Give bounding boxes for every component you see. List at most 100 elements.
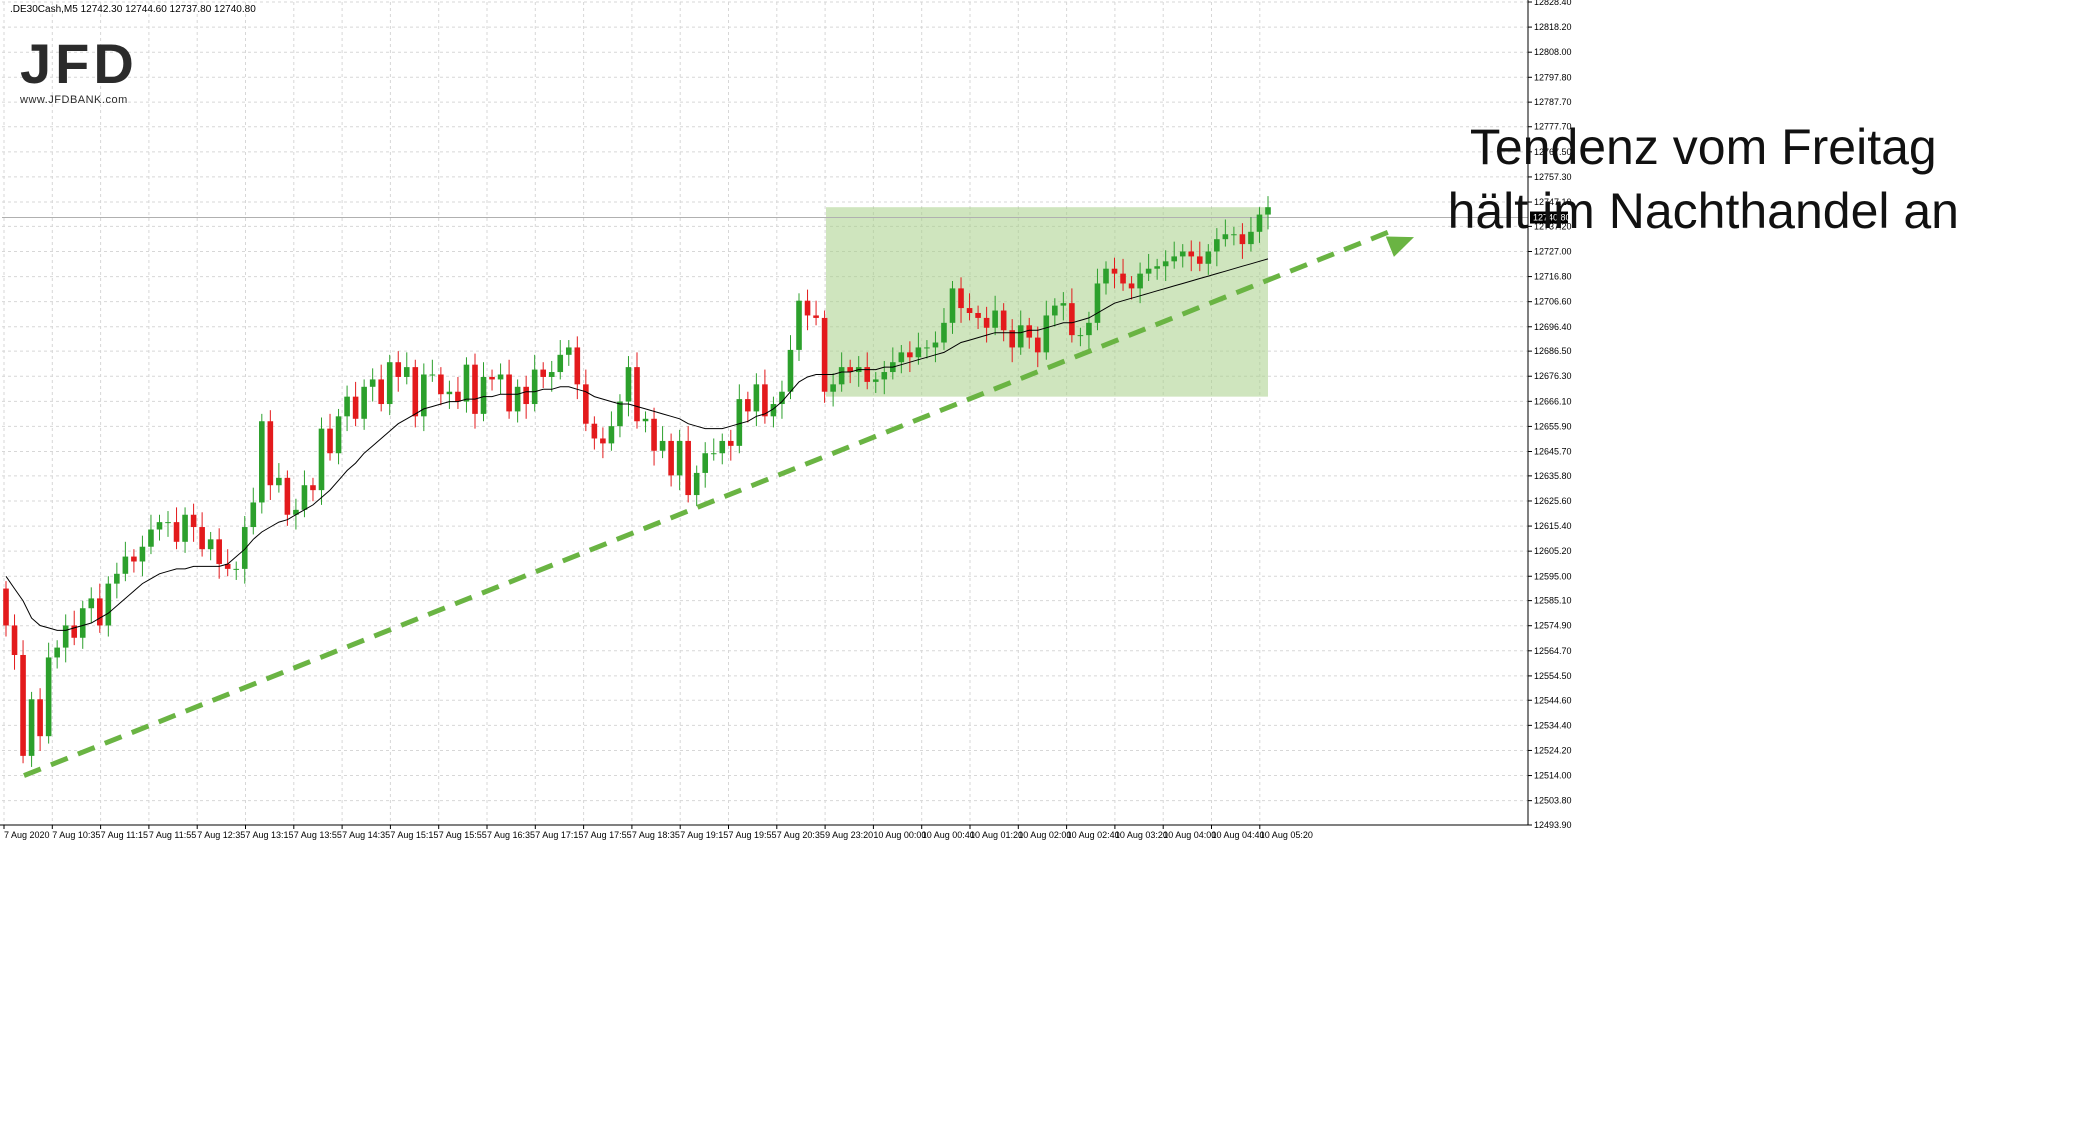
candle-up (1222, 234, 1229, 240)
candle-up (1214, 239, 1220, 252)
candle-up (79, 608, 86, 638)
y-tick-label: 12767.50 (1534, 147, 1572, 157)
candle-up (1205, 251, 1212, 264)
x-tick-label: 7 Aug 15:15 (390, 830, 438, 840)
trend-arrow-head (1385, 236, 1414, 257)
candle-down (1239, 234, 1246, 245)
y-axis-labels: 12828.40 12818.20 12808.00 12797.80 12787.70… (1528, 0, 1572, 830)
candle-down (37, 699, 43, 737)
candle-up (992, 310, 998, 328)
candle-down (224, 563, 231, 569)
y-tick-label: 12706.60 (1534, 297, 1572, 307)
candle-down (438, 374, 444, 395)
annotation-line-2: hält im Nachthandel an (1447, 183, 1959, 239)
candle-down (1128, 283, 1135, 289)
y-tick-label: 12666.10 (1534, 396, 1572, 406)
x-tick-label: 7 Aug 12:35 (197, 830, 245, 840)
x-axis-labels: 7 Aug 2020 7 Aug 10:35 7 Aug 11:15 7 Aug 11… (3, 825, 1313, 840)
chart-annotation: Tendenz vom Freitag hält im Nachthandel … (1448, 115, 1959, 243)
candle-down (600, 438, 606, 444)
candle-up (1094, 283, 1101, 323)
y-tick-label: 12635.80 (1534, 471, 1572, 481)
candle-down (1120, 273, 1126, 284)
candle-up (1052, 305, 1058, 316)
axes (0, 0, 1529, 826)
candle-down (96, 598, 103, 626)
candle-down (583, 384, 589, 424)
candle-up (838, 367, 845, 385)
candle-up (1256, 214, 1263, 232)
x-tick-label: 7 Aug 17:55 (584, 830, 632, 840)
candle-up (736, 399, 743, 446)
candle-down (975, 312, 981, 318)
y-tick-label: 12585.10 (1534, 596, 1572, 606)
y-tick-label: 12544.60 (1534, 695, 1572, 705)
candle-up (659, 440, 666, 451)
y-tick-label: 12686.50 (1534, 346, 1572, 356)
candle-up (1248, 231, 1254, 245)
x-tick-label: 7 Aug 15:55 (439, 830, 487, 840)
candle-up (1154, 266, 1160, 269)
candle-up (872, 379, 879, 382)
y-tick-label: 12808.00 (1534, 47, 1572, 57)
y-tick-label: 12696.40 (1534, 322, 1572, 332)
candle-down (1111, 268, 1118, 274)
candle-down (864, 367, 871, 382)
candle-down (506, 374, 512, 412)
candle-up (88, 598, 95, 609)
candle-down (216, 539, 222, 564)
candle-up (463, 364, 470, 402)
brand-logo: JFD www.JFDBANK.com (20, 36, 138, 107)
x-tick-label: 7 Aug 18:35 (632, 830, 680, 840)
y-tick-label: 12605.20 (1534, 546, 1572, 556)
candle-down (173, 522, 180, 542)
candle-down (958, 288, 964, 309)
candle-up (344, 396, 350, 417)
candle-down (685, 440, 691, 496)
candle-up (276, 477, 282, 486)
candle-up (625, 367, 632, 402)
candle-down (20, 654, 26, 756)
candle-up (1171, 256, 1178, 262)
candle-up (403, 367, 410, 377)
candle-up (446, 391, 453, 395)
x-tick-label: 7 Aug 19:15 (680, 830, 728, 840)
x-tick-label: 7 Aug 14:35 (342, 830, 390, 840)
candle-down (727, 440, 734, 446)
x-tick-label: 10 Aug 03:20 (1115, 830, 1168, 840)
candle-up (1265, 207, 1271, 215)
candle-down (745, 399, 751, 412)
x-tick-label: 10 Aug 05:20 (1260, 830, 1313, 840)
candle-up (753, 384, 760, 412)
x-tick-label: 10 Aug 02:00 (1018, 830, 1071, 840)
candle-down (523, 386, 529, 405)
candle-down (1034, 337, 1041, 353)
candle-up (497, 374, 504, 380)
y-tick-label: 12534.40 (1534, 720, 1572, 730)
x-tick-label: 10 Aug 02:40 (1067, 830, 1120, 840)
candle-down (821, 317, 828, 392)
candle-up (122, 556, 129, 574)
candle-down (11, 625, 18, 655)
y-tick-label: 12727.00 (1534, 246, 1572, 256)
candle-up (949, 288, 956, 323)
annotation-line-1: Tendenz vom Freitag (1469, 119, 1937, 175)
candle-up (105, 583, 112, 626)
candle-down (1069, 303, 1075, 336)
x-tick-label: 7 Aug 17:15 (535, 830, 583, 840)
candle-up (139, 546, 146, 562)
x-tick-label: 9 Aug 23:20 (825, 830, 873, 840)
candle-up (514, 386, 521, 412)
candle-up (770, 404, 777, 417)
candle-down (352, 396, 359, 419)
symbol-info: .DE30Cash,M5 12742.30 12744.60 12737.80 … (10, 4, 256, 15)
candle-up (361, 386, 367, 419)
candle-up (702, 453, 709, 473)
candle-down (131, 556, 137, 562)
candle-down (634, 367, 640, 422)
x-tick-label: 7 Aug 13:55 (294, 830, 342, 840)
moving-average-line (5, 258, 1269, 631)
candle-up (241, 527, 248, 569)
y-tick-label: 12828.40 (1534, 0, 1572, 7)
candle-up (1231, 234, 1237, 236)
